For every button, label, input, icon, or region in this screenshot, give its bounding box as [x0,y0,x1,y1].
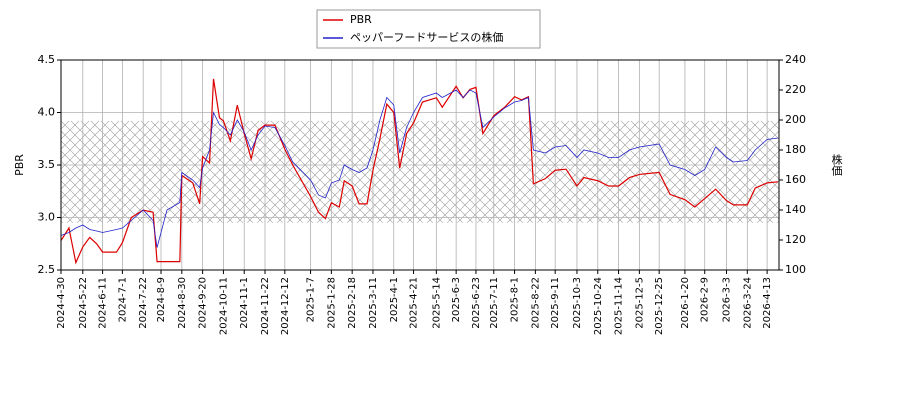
y2-tick-label: 160 [785,173,806,186]
x-tick-label: 2024-7-1 [117,277,128,322]
legend-box [316,9,541,49]
x-tick-label: 2024-4-30 [56,277,67,329]
x-tick-label: 2024-5-22 [78,277,89,329]
y-tick-label: 3.0 [38,211,56,224]
x-tick-label: 2025-4-1 [389,277,400,322]
x-tick-label: 2026-3-24 [742,277,753,329]
x-tick-label: 2024-6-11 [98,277,109,329]
x-tick-label: 2025-11-14 [614,277,625,335]
y2-tick-label: 180 [785,143,806,156]
x-tick-label: 2025-10-24 [593,277,604,335]
series-line [60,78,779,265]
x-tick-label: 2024-10-11 [218,277,229,335]
x-tick-label: 2025-7-11 [489,277,500,329]
x-tick-label: 2024-11-22 [260,277,271,335]
x-tick-label: 2025-8-1 [510,277,521,322]
y-tick-label: 3.5 [38,158,56,171]
x-tick-label: 2024-9-20 [198,277,209,329]
shaded-range [61,120,779,223]
x-tick-label: 2024-8-30 [177,277,188,329]
y2-axis-label: 株価 [830,153,843,176]
legend-label: PBR [350,13,372,26]
x-tick-label: 2025-12-5 [634,277,645,329]
x-tick-label: 2024-8-9 [156,277,167,322]
x-tick-label: 2026-3-3 [722,277,733,322]
x-tick-label: 2025-5-14 [431,277,442,329]
y2-tick-label: 140 [785,203,806,216]
x-tick-label: 2025-1-28 [326,277,337,329]
x-tick-label: 2025-8-22 [530,277,541,329]
y2-tick-label: 120 [785,233,806,246]
x-tick-label: 2025-9-11 [550,277,561,329]
y2-tick-label: 100 [785,263,806,276]
x-tick-label: 2025-6-3 [451,277,462,322]
y-tick-label: 4.0 [38,106,56,119]
series-line [60,89,779,248]
y-axis-label: PBR [13,154,26,176]
x-tick-label: 2024-11-1 [239,277,250,329]
x-tick-label: 2026-4-13 [762,277,773,329]
x-tick-label: 2025-3-11 [368,277,379,329]
legend-label: ペッパーフードサービスの株価 [350,30,503,44]
y2-tick-label: 220 [785,83,806,96]
y-tick-label: 4.5 [38,53,56,66]
x-tick-label: 2025-10-3 [572,277,583,329]
legend: PBR ペッパーフードサービスの株価 [316,9,541,49]
x-tick-label: 2024-12-12 [280,277,291,335]
x-tick-label: 2025-12-25 [654,277,665,335]
x-tick-label: 2026-2-9 [700,277,711,322]
y-tick-label: 2.5 [38,263,56,276]
x-tick-label: 2025-1-7 [306,277,317,322]
x-tick-label: 2025-4-21 [409,277,420,329]
y2-tick-label: 200 [785,113,806,126]
x-tick-label: 2024-7-22 [138,277,149,329]
x-tick-label: 2025-6-23 [471,277,482,329]
x-tick-label: 2025-2-18 [347,277,358,329]
y2-tick-label: 240 [785,53,806,66]
x-tick-label: 2026-1-20 [680,277,691,329]
